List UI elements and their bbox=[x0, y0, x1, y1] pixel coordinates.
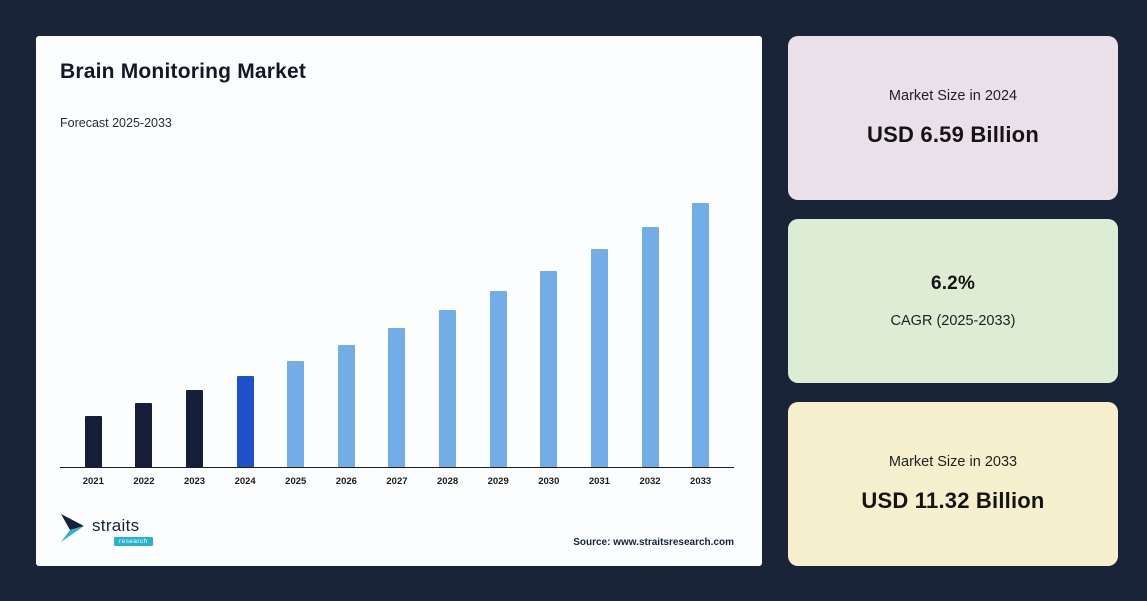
x-tick-label: 2030 bbox=[538, 476, 560, 487]
bar-column bbox=[422, 185, 473, 467]
card-label: CAGR (2025-2033) bbox=[890, 313, 1016, 329]
bar-column bbox=[574, 185, 625, 467]
card-value: USD 6.59 Billion bbox=[867, 122, 1039, 147]
x-tick-label: 2033 bbox=[690, 476, 712, 487]
card-market-size-2024: Market Size in 2024 USD 6.59 Billion bbox=[788, 36, 1118, 200]
x-tick-label: 2029 bbox=[487, 476, 509, 487]
x-tick-label: 2022 bbox=[133, 476, 155, 487]
bar-2023 bbox=[186, 390, 204, 467]
bar-2028 bbox=[439, 310, 457, 467]
card-label: Market Size in 2024 bbox=[888, 88, 1018, 104]
card-label: Market Size in 2033 bbox=[888, 454, 1018, 470]
stat-cards-column: Market Size in 2024 USD 6.59 Billion 6.2… bbox=[788, 36, 1118, 566]
chart-subtitle: Forecast 2025-2033 bbox=[60, 116, 172, 130]
bar-column bbox=[372, 185, 423, 467]
logo-text: straits research bbox=[92, 516, 153, 546]
card-value: USD 11.32 Billion bbox=[861, 488, 1045, 513]
bar-2025 bbox=[287, 360, 305, 467]
bar-column bbox=[523, 185, 574, 467]
bar-column bbox=[119, 185, 170, 467]
x-tick-label: 2024 bbox=[234, 476, 256, 487]
x-tick-label: 2023 bbox=[183, 476, 206, 487]
bar-column bbox=[625, 185, 676, 467]
card-cagr: 6.2% CAGR (2025-2033) bbox=[788, 219, 1118, 383]
bar-column bbox=[321, 185, 372, 467]
straits-arrow-icon bbox=[60, 513, 86, 548]
x-tick-label: 2026 bbox=[335, 476, 357, 487]
bar-column bbox=[220, 185, 271, 467]
card-value: 6.2% bbox=[930, 273, 976, 294]
x-tick-label: 2027 bbox=[386, 476, 408, 487]
bar-2030 bbox=[540, 271, 558, 467]
bar-plot bbox=[60, 185, 734, 468]
logo-sub: research bbox=[114, 536, 153, 546]
bar-column bbox=[169, 185, 220, 467]
source-attribution: Source: www.straitsresearch.com bbox=[573, 537, 734, 548]
x-tick-label: 2028 bbox=[437, 476, 459, 487]
bar-column bbox=[68, 185, 119, 467]
logo-name: straits bbox=[92, 515, 140, 535]
bar-2024 bbox=[236, 375, 254, 467]
x-tick-label: 2031 bbox=[588, 476, 610, 487]
bar-2027 bbox=[388, 328, 406, 467]
x-tick-label: 2021 bbox=[82, 476, 104, 487]
bar-2026 bbox=[337, 345, 355, 467]
x-tick-label: 2025 bbox=[285, 476, 307, 487]
bar-column bbox=[270, 185, 321, 467]
bar-2021 bbox=[84, 415, 102, 467]
card-market-size-2033: Market Size in 2033 USD 11.32 Billion bbox=[788, 402, 1118, 566]
bar-2029 bbox=[489, 291, 507, 467]
bar-2032 bbox=[641, 226, 659, 467]
bar-2031 bbox=[590, 249, 608, 467]
x-axis-labels: 2021 2022 2023 2024 2025 2026 2027 2028 2029 2030… bbox=[60, 476, 734, 487]
bar-2033 bbox=[692, 202, 710, 467]
bar-chart: 2021 2022 2023 2024 2025 2026 2027 2028 2029 2030… bbox=[60, 144, 734, 487]
bar-column bbox=[675, 185, 726, 467]
chart-title: Brain Monitoring Market bbox=[60, 60, 307, 83]
chart-panel: Brain Monitoring Market Forecast 2025-20… bbox=[36, 36, 762, 566]
bar-2022 bbox=[135, 403, 153, 467]
x-tick-label: 2032 bbox=[639, 476, 661, 487]
straits-research-logo: straits research bbox=[60, 513, 153, 548]
panel-footer: straits research Source: www.straitsrese… bbox=[60, 513, 734, 548]
bar-column bbox=[473, 185, 524, 467]
